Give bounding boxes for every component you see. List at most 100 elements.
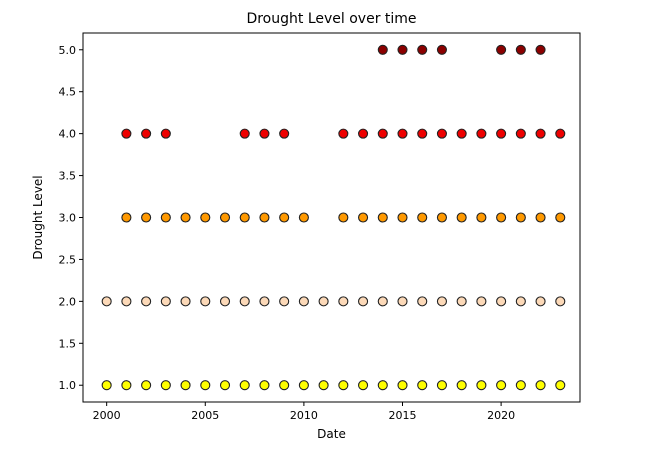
data-point-level-3 xyxy=(436,212,447,223)
data-point-level-2 xyxy=(101,296,112,307)
data-point-level-3 xyxy=(476,212,487,223)
data-point-level-3 xyxy=(358,212,369,223)
y-tick-label: 2.5 xyxy=(59,253,77,266)
data-point-level-2 xyxy=(436,296,447,307)
data-point-level-1 xyxy=(456,380,467,391)
y-tick-label: 2.0 xyxy=(59,295,77,308)
data-point-level-2 xyxy=(358,296,369,307)
data-point-level-2 xyxy=(496,296,507,307)
x-axis-ticks: 2000 2005 2010 2015 2020 xyxy=(93,402,515,422)
data-point-level-4 xyxy=(456,128,467,139)
data-point-level-3 xyxy=(121,212,132,223)
data-point-level-4 xyxy=(259,128,270,139)
data-point-level-5 xyxy=(515,44,526,55)
data-point-level-3 xyxy=(338,212,349,223)
data-point-level-1 xyxy=(239,380,250,391)
data-point-level-1 xyxy=(121,380,132,391)
data-point-level-1 xyxy=(279,380,290,391)
data-point-level-1 xyxy=(417,380,428,391)
data-point-level-3 xyxy=(180,212,191,223)
data-point-level-2 xyxy=(141,296,152,307)
data-point-level-2 xyxy=(535,296,546,307)
data-point-level-2 xyxy=(200,296,211,307)
data-point-level-4 xyxy=(358,128,369,139)
data-point-level-2 xyxy=(160,296,171,307)
data-point-level-5 xyxy=(417,44,428,55)
data-point-level-2 xyxy=(318,296,329,307)
y-tick-label: 4.0 xyxy=(59,128,77,141)
x-tick-label: 2000 xyxy=(93,409,121,422)
y-axis-label: Drought Level xyxy=(31,175,45,259)
data-point-level-1 xyxy=(555,380,566,391)
y-tick-label: 4.5 xyxy=(59,86,77,99)
data-point-level-3 xyxy=(535,212,546,223)
data-point-level-1 xyxy=(101,380,112,391)
y-tick-label: 5.0 xyxy=(59,44,77,57)
x-tick-label: 2010 xyxy=(290,409,318,422)
data-point-level-4 xyxy=(377,128,388,139)
data-point-level-1 xyxy=(535,380,546,391)
x-tick-label: 2015 xyxy=(389,409,417,422)
y-tick-label: 1.0 xyxy=(59,379,77,392)
data-point-level-1 xyxy=(515,380,526,391)
data-point-level-2 xyxy=(417,296,428,307)
data-point-level-1 xyxy=(160,380,171,391)
data-point-level-2 xyxy=(219,296,231,307)
data-point-level-3 xyxy=(496,212,507,223)
data-point-level-3 xyxy=(219,212,231,223)
y-tick-label: 1.5 xyxy=(59,337,77,350)
chart-title: Drought Level over time xyxy=(246,11,416,27)
data-point-level-1 xyxy=(496,380,507,391)
x-tick-label: 2020 xyxy=(487,409,515,422)
x-tick-label: 2005 xyxy=(191,409,219,422)
data-point-level-4 xyxy=(141,128,152,139)
data-point-level-3 xyxy=(397,212,408,223)
y-axis-ticks: 1.0 1.5 2.0 2.5 3.0 3.5 4.0 4.5 5.0 xyxy=(59,44,83,392)
data-point-level-2 xyxy=(259,296,270,307)
data-point-level-4 xyxy=(476,128,487,139)
data-point-level-3 xyxy=(200,212,211,223)
data-point-level-3 xyxy=(141,212,152,223)
data-point-level-2 xyxy=(397,296,408,307)
data-point-level-2 xyxy=(298,296,309,307)
data-point-level-3 xyxy=(239,212,250,223)
data-point-level-4 xyxy=(239,128,250,139)
data-point-level-2 xyxy=(456,296,467,307)
data-point-level-1 xyxy=(436,380,447,391)
data-points xyxy=(101,44,566,391)
data-point-level-1 xyxy=(141,380,152,391)
data-point-level-2 xyxy=(239,296,250,307)
data-point-level-2 xyxy=(555,296,566,307)
data-point-level-1 xyxy=(397,380,408,391)
data-point-level-1 xyxy=(318,380,329,391)
data-point-level-5 xyxy=(535,44,546,55)
data-point-level-2 xyxy=(515,296,526,307)
data-point-level-4 xyxy=(496,128,507,139)
data-point-level-3 xyxy=(377,212,388,223)
data-point-level-5 xyxy=(436,44,447,55)
data-point-level-4 xyxy=(279,128,290,139)
data-point-level-3 xyxy=(279,212,290,223)
data-point-level-1 xyxy=(200,380,211,391)
data-point-level-4 xyxy=(515,128,526,139)
data-point-level-2 xyxy=(121,296,132,307)
data-point-level-1 xyxy=(377,380,388,391)
data-point-level-1 xyxy=(476,380,487,391)
data-point-level-2 xyxy=(180,296,191,307)
data-point-level-4 xyxy=(555,128,566,139)
data-point-level-2 xyxy=(338,296,349,307)
data-point-level-3 xyxy=(417,212,428,223)
y-tick-label: 3.0 xyxy=(59,212,77,225)
data-point-level-3 xyxy=(515,212,526,223)
data-point-level-4 xyxy=(121,128,132,139)
data-point-level-1 xyxy=(259,380,270,391)
data-point-level-1 xyxy=(298,380,309,391)
data-point-level-3 xyxy=(298,212,309,223)
data-point-level-3 xyxy=(555,212,566,223)
data-point-level-5 xyxy=(496,44,507,55)
data-point-level-3 xyxy=(456,212,467,223)
data-point-level-1 xyxy=(338,380,349,391)
data-point-level-4 xyxy=(397,128,408,139)
